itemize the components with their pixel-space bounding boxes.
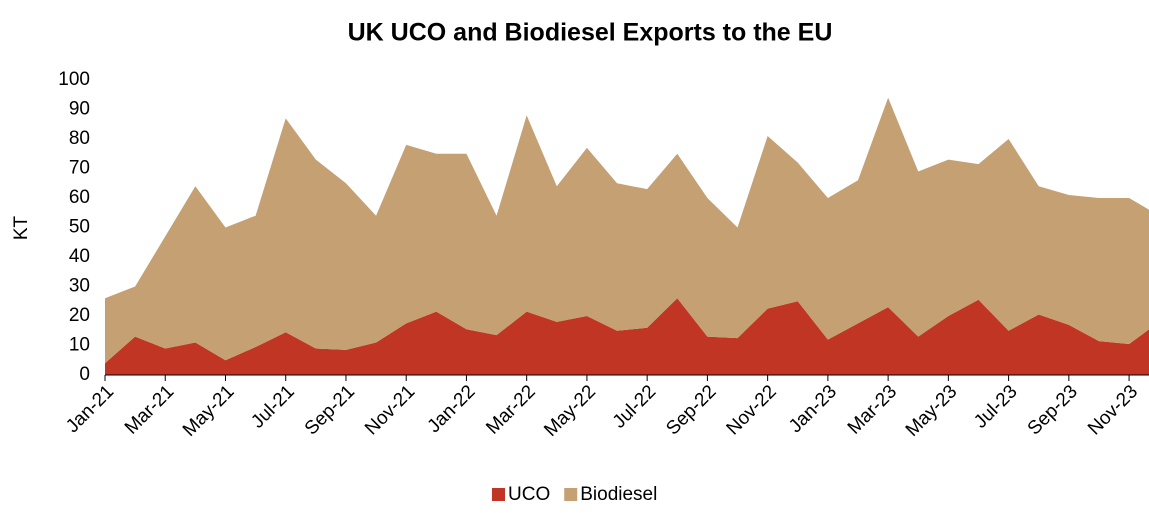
x-tick-label: Sep-22 (662, 381, 720, 439)
y-tick-label: 10 (69, 335, 90, 356)
x-tick-label: Mar-23 (844, 381, 901, 438)
x-tick-label: May-23 (902, 381, 962, 441)
x-tick-label: Jan-23 (785, 381, 841, 437)
legend-swatch (564, 488, 578, 501)
x-tick-label: Sep-23 (1024, 381, 1082, 439)
legend-label: UCO (508, 484, 550, 505)
x-tick-label: Jul-23 (970, 381, 1021, 432)
y-tick-label: 70 (69, 158, 90, 179)
y-tick-label: 100 (58, 69, 90, 90)
y-tick-label: 30 (69, 276, 90, 297)
x-tick-label: May-21 (179, 381, 239, 441)
x-tick-label: Sep-21 (301, 381, 359, 439)
y-tick-label: 80 (69, 128, 90, 149)
area (105, 97, 1149, 364)
x-tick-label: Jul-21 (247, 381, 298, 432)
x-tick-label: Nov-23 (1084, 381, 1142, 439)
area (105, 298, 1149, 375)
x-tick-label: Nov-21 (361, 381, 419, 439)
x-tick-label: Jan-22 (424, 381, 480, 437)
y-axis-label: KT (11, 215, 32, 240)
x-tick-label: Jul-22 (609, 381, 660, 432)
y-tick-label: 40 (69, 246, 90, 267)
y-tick-label: 0 (79, 364, 90, 385)
y-tick-label: 90 (69, 99, 90, 120)
x-tick-label: Mar-22 (482, 381, 539, 438)
x-tick-label: May-22 (540, 381, 600, 441)
chart-title: UK UCO and Biodiesel Exports to the EU (348, 19, 833, 47)
y-tick-label: 60 (69, 187, 90, 208)
y-tick-label: 50 (69, 217, 90, 238)
y-tick-label: 20 (69, 305, 90, 326)
x-tick-label: Nov-22 (723, 381, 781, 439)
legend-label: Biodiesel (580, 484, 657, 505)
x-tick-label: Mar-21 (121, 381, 178, 438)
legend-swatch (492, 488, 505, 501)
x-tick-label: Jan-21 (62, 381, 118, 437)
